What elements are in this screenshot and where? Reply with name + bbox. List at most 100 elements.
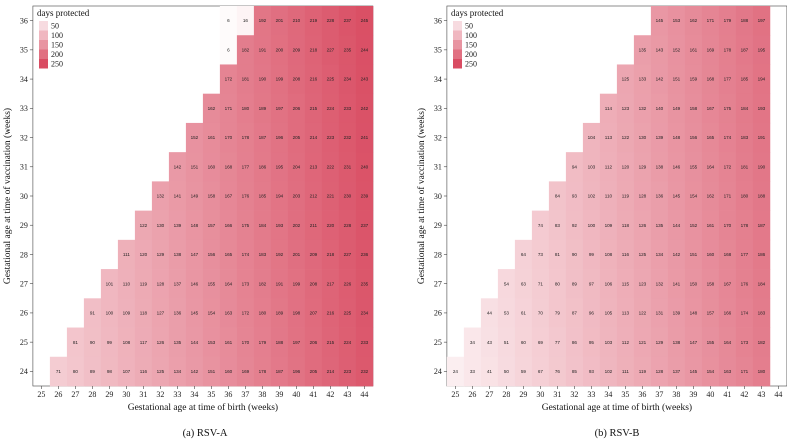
cell-value-label: 145 xyxy=(656,18,664,23)
heatmap-cell xyxy=(304,152,323,182)
cell-value-label: 168 xyxy=(707,77,715,82)
heatmap-cell xyxy=(151,269,170,299)
cell-value-label: 34 xyxy=(470,340,476,345)
cell-value-label: 225 xyxy=(327,77,335,82)
heatmap-cell xyxy=(565,298,584,328)
cell-value-label: 232 xyxy=(361,369,369,374)
heatmap-cell xyxy=(684,35,703,65)
legend-label: 200 xyxy=(465,50,477,59)
heatmap-cell xyxy=(497,356,516,387)
heatmap-cell xyxy=(565,152,584,182)
cell-value-label: 98 xyxy=(107,369,113,374)
heatmap-cell xyxy=(219,93,238,124)
heatmap-cell xyxy=(616,298,635,328)
cell-value-label: 135 xyxy=(174,340,182,345)
heatmap-cell xyxy=(650,122,669,153)
cell-value-label: 92 xyxy=(572,223,578,228)
heatmap-cell xyxy=(168,327,187,358)
cell-value-label: 111 xyxy=(622,369,629,374)
heatmap-cell xyxy=(565,356,584,387)
cell-value-label: 117 xyxy=(140,340,148,345)
heatmap-cell xyxy=(514,239,533,270)
heatmap-cell xyxy=(548,298,567,328)
heatmap-cell xyxy=(185,298,204,328)
cell-value-label: 245 xyxy=(361,18,369,23)
heatmap-cell xyxy=(752,239,771,270)
heatmap-cell xyxy=(151,181,170,211)
heatmap-cell xyxy=(185,210,204,241)
heatmap-cell xyxy=(599,181,618,211)
heatmap-cell xyxy=(253,122,272,153)
heatmap-cell xyxy=(752,181,771,211)
heatmap-cell xyxy=(253,35,272,65)
heatmap-cell xyxy=(667,327,686,358)
heatmap-cell xyxy=(355,93,374,124)
cell-value-label: 63 xyxy=(521,281,527,286)
cell-value-label: 222 xyxy=(327,164,335,169)
heatmap-cell xyxy=(151,298,170,328)
heatmap-cell xyxy=(287,181,306,211)
heatmap-cell xyxy=(202,269,221,299)
cell-value-label: 206 xyxy=(293,106,301,111)
cell-value-label: 59 xyxy=(521,369,527,374)
legend-swatch xyxy=(453,40,462,50)
cell-value-label: 177 xyxy=(741,252,749,257)
cell-value-label: 160 xyxy=(208,164,216,169)
x-tick-label: 29 xyxy=(105,390,113,399)
y-tick-label: 24 xyxy=(20,367,28,376)
x-tick-label: 33 xyxy=(587,390,595,399)
heatmap-cell xyxy=(270,122,289,153)
heatmap-cell xyxy=(480,298,499,328)
cell-value-label: 208 xyxy=(293,77,301,82)
cell-value-label: 24 xyxy=(453,369,459,374)
y-tick-label: 26 xyxy=(20,309,28,318)
heatmap-cell xyxy=(321,239,340,270)
heatmap-cell xyxy=(667,122,686,153)
heatmap-cell xyxy=(287,269,306,299)
cell-value-label: 133 xyxy=(639,77,647,82)
cell-value-label: 157 xyxy=(707,311,715,316)
heatmap-cell xyxy=(100,298,119,328)
cell-value-label: 202 xyxy=(293,223,301,228)
heatmap-cell xyxy=(338,152,357,182)
cell-value-label: 122 xyxy=(622,135,630,140)
heatmap-cell xyxy=(684,122,703,153)
heatmap-cell xyxy=(463,327,482,358)
heatmap-cell xyxy=(752,35,771,65)
heatmap-cell xyxy=(185,239,204,270)
cell-value-label: 188 xyxy=(741,18,749,23)
heatmap-cell xyxy=(701,239,720,270)
cell-value-label: 87 xyxy=(572,311,578,316)
heatmap-cell xyxy=(582,122,601,153)
cell-value-label: 211 xyxy=(310,223,318,228)
heatmap-cell xyxy=(168,356,187,387)
heatmap-cell xyxy=(270,210,289,241)
heatmap-cell xyxy=(185,327,204,358)
cell-value-label: 138 xyxy=(174,252,182,257)
legend-swatch xyxy=(39,40,48,50)
heatmap-cell xyxy=(253,356,272,387)
cell-value-label: 196 xyxy=(276,135,284,140)
legend-label: 100 xyxy=(51,31,63,40)
cell-value-label: 155 xyxy=(707,340,715,345)
cell-value-label: 81 xyxy=(73,340,79,345)
heatmap-cell xyxy=(287,152,306,182)
heatmap-cell xyxy=(219,122,238,153)
heatmap-cell xyxy=(236,239,255,270)
cell-value-label: 122 xyxy=(639,311,647,316)
heatmap-cell xyxy=(599,239,618,270)
cell-value-label: 85 xyxy=(572,369,578,374)
heatmap-cell xyxy=(151,356,170,387)
cell-value-label: 224 xyxy=(344,340,352,345)
y-tick-label: 31 xyxy=(20,163,28,172)
x-tick-label: 30 xyxy=(536,390,544,399)
heatmap-cell xyxy=(582,269,601,299)
heatmap-cell xyxy=(616,210,635,241)
y-tick-label: 35 xyxy=(20,46,28,55)
x-tick-label: 38 xyxy=(672,390,680,399)
x-tick-label: 29 xyxy=(519,390,527,399)
heatmap-cell xyxy=(219,35,238,65)
heatmap-cell xyxy=(752,269,771,299)
heatmap-cell xyxy=(185,122,204,153)
heatmap-cell xyxy=(219,152,238,182)
